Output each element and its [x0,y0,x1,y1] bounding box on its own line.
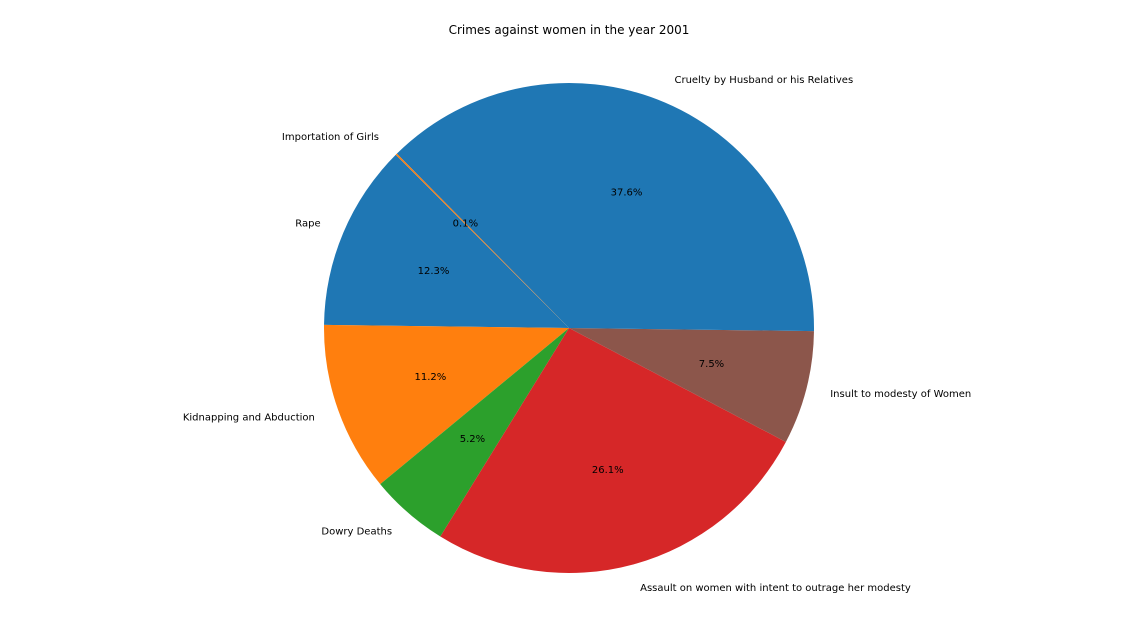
pie-labels: Rape 12.3% Kidnapping and Abduction 11.2% Do… [183,75,971,594]
slice-percent-cruelty-by-husband-or-his-relatives: 37.6% [611,188,643,199]
slice-label-cruelty-by-husband-or-his-relatives: Cruelty by Husband or his Relatives [674,75,853,86]
slice-label-kidnapping-and-abduction: Kidnapping and Abduction [183,413,315,424]
pie-slices [324,83,814,573]
pie-slice-cruelty-by-husband-or-his-relatives [396,83,814,332]
slice-label-importation-of-girls: Importation of Girls [282,132,379,143]
chart-title: Crimes against women in the year 2001 [449,23,690,37]
slice-percent-importation-of-girls: 0.1% [453,219,478,230]
slice-percent-assault-on-women-with-intent-to-outrage-her-modesty: 26.1% [592,465,624,476]
slice-percent-insult-to-modesty-of-women: 7.5% [699,359,724,370]
slice-label-insult-to-modesty-of-women: Insult to modesty of Women [830,389,971,400]
pie-slice-insult-to-modesty-of-women [569,328,814,442]
pie-slice-importation-of-girls [395,153,569,328]
slice-label-dowry-deaths: Dowry Deaths [321,526,392,537]
slice-label-rape: Rape [295,218,320,229]
slice-label-assault-on-women-with-intent-to-outrage-her-modesty: Assault on women with intent to outrage … [640,583,911,594]
pie-slice-kidnapping-and-abduction [324,324,569,485]
slice-percent-dowry-deaths: 5.2% [460,434,485,445]
pie-slice-assault-on-women-with-intent-to-outrage-her-modesty [440,328,786,573]
slice-percent-kidnapping-and-abduction: 11.2% [414,372,446,383]
pie-slice-dowry-deaths [380,328,569,537]
slice-percent-rape: 12.3% [418,266,450,277]
pie-slice-rape [324,154,569,328]
